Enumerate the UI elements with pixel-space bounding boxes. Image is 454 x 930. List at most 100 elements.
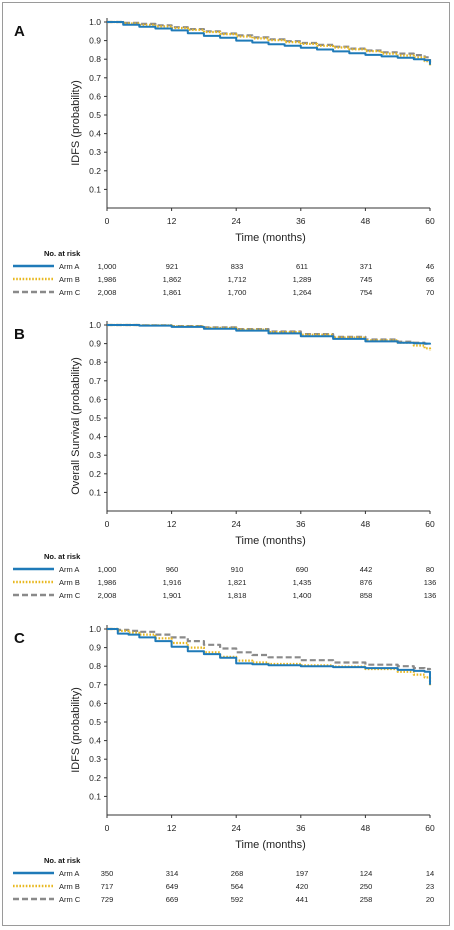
y-axis-title: Overall Survival (probability) [70,357,82,495]
risk-cell: 2,008 [98,288,117,297]
x-tick-label: 24 [231,823,241,833]
risk-row-label: Arm A [59,565,79,574]
y-tick-label: 1.0 [89,320,101,330]
risk-row-label: Arm B [59,882,80,891]
risk-cell: 197 [296,869,309,878]
risk-cell: 690 [296,565,309,574]
y-tick-label: 0.4 [89,736,101,746]
risk-cell: 669 [166,895,179,904]
risk-cell: 23 [426,882,434,891]
x-tick-label: 24 [231,216,241,226]
y-tick-label: 0.5 [89,413,101,423]
risk-table-title: No. at risk [44,249,81,258]
x-tick-label: 24 [231,519,241,529]
risk-cell: 66 [426,275,434,284]
y-tick-label: 0.9 [89,339,101,349]
risk-cell: 592 [231,895,244,904]
risk-cell: 124 [360,869,373,878]
y-tick-label: 0.3 [89,147,101,157]
series-line-arm-c [107,627,432,671]
risk-cell: 70 [426,288,434,297]
risk-cell: 1,000 [98,565,117,574]
risk-cell: 80 [426,565,434,574]
x-tick-label: 48 [361,216,371,226]
risk-cell: 350 [101,869,114,878]
risk-row-label: Arm B [59,578,80,587]
risk-cell: 960 [166,565,179,574]
series-line-arm-a [107,628,431,685]
x-tick-label: 36 [296,519,306,529]
risk-cell: 442 [360,565,373,574]
risk-cell: 754 [360,288,373,297]
y-tick-label: 0.5 [89,110,101,120]
risk-cell: 564 [231,882,244,891]
risk-cell: 611 [296,262,308,271]
x-tick-label: 60 [425,823,435,833]
y-axis-title: IDFS (probability) [70,80,82,166]
risk-cell: 136 [424,578,437,587]
y-tick-label: 0.4 [89,432,101,442]
y-tick-label: 0.9 [89,36,101,46]
x-axis-title: Time (months) [235,839,306,851]
risk-cell: 649 [166,882,179,891]
risk-row-label: Arm C [59,288,81,297]
risk-cell: 717 [101,882,114,891]
risk-cell: 1,700 [228,288,247,297]
risk-cell: 1,000 [98,262,117,271]
risk-cell: 1,861 [163,288,182,297]
risk-cell: 136 [424,591,437,600]
panel-letter: B [14,326,25,343]
y-tick-label: 0.8 [89,357,101,367]
panel-letter: A [14,23,25,40]
risk-cell: 910 [231,565,244,574]
risk-table-title: No. at risk [44,552,81,561]
x-tick-label: 36 [296,823,306,833]
risk-cell: 876 [360,578,373,587]
risk-cell: 1,818 [228,591,247,600]
y-tick-label: 0.7 [89,680,101,690]
x-tick-label: 60 [425,216,435,226]
risk-cell: 1,712 [228,275,247,284]
risk-cell: 14 [426,869,434,878]
x-tick-label: 36 [296,216,306,226]
panel-b: B 0.1 0.2 0.3 0.4 0.5 0.6 0.7 0.8 0.9 1.0 0 12 24 36 48… [13,320,436,600]
risk-cell: 858 [360,591,373,600]
series-line-arm-b [107,20,432,67]
y-tick-label: 1.0 [89,17,101,27]
y-tick-label: 0.5 [89,717,101,727]
y-tick-label: 0.1 [89,487,101,497]
x-tick-label: 60 [425,519,435,529]
panel-letter: C [14,630,25,647]
y-tick-label: 0.4 [89,129,101,139]
risk-cell: 1,264 [293,288,312,297]
risk-row-label: Arm A [59,262,79,271]
risk-cell: 1,916 [163,578,182,587]
y-tick-label: 0.2 [89,773,101,783]
series-line-arm-a [107,21,431,65]
panel-c: C 0.1 0.2 0.3 0.4 0.5 0.6 0.7 0.8 0.9 1.0 0 12 24 36 48… [13,624,435,904]
risk-row-label: Arm C [59,591,81,600]
y-tick-label: 0.1 [89,791,101,801]
risk-cell: 371 [360,262,373,271]
risk-cell: 1,901 [163,591,182,600]
x-tick-label: 0 [105,519,110,529]
risk-cell: 441 [296,895,309,904]
risk-cell: 420 [296,882,309,891]
risk-cell: 268 [231,869,244,878]
y-tick-label: 1.0 [89,624,101,634]
risk-cell: 258 [360,895,373,904]
risk-cell: 250 [360,882,373,891]
x-tick-label: 12 [167,216,177,226]
risk-cell: 729 [101,895,114,904]
y-tick-label: 0.3 [89,450,101,460]
risk-cell: 1,400 [293,591,312,600]
risk-cell: 1,821 [228,578,247,587]
y-tick-label: 0.7 [89,73,101,83]
y-tick-label: 0.6 [89,91,101,101]
x-tick-label: 0 [105,216,110,226]
risk-row-label: Arm C [59,895,81,904]
y-tick-label: 0.2 [89,469,101,479]
risk-cell: 1,435 [293,578,312,587]
